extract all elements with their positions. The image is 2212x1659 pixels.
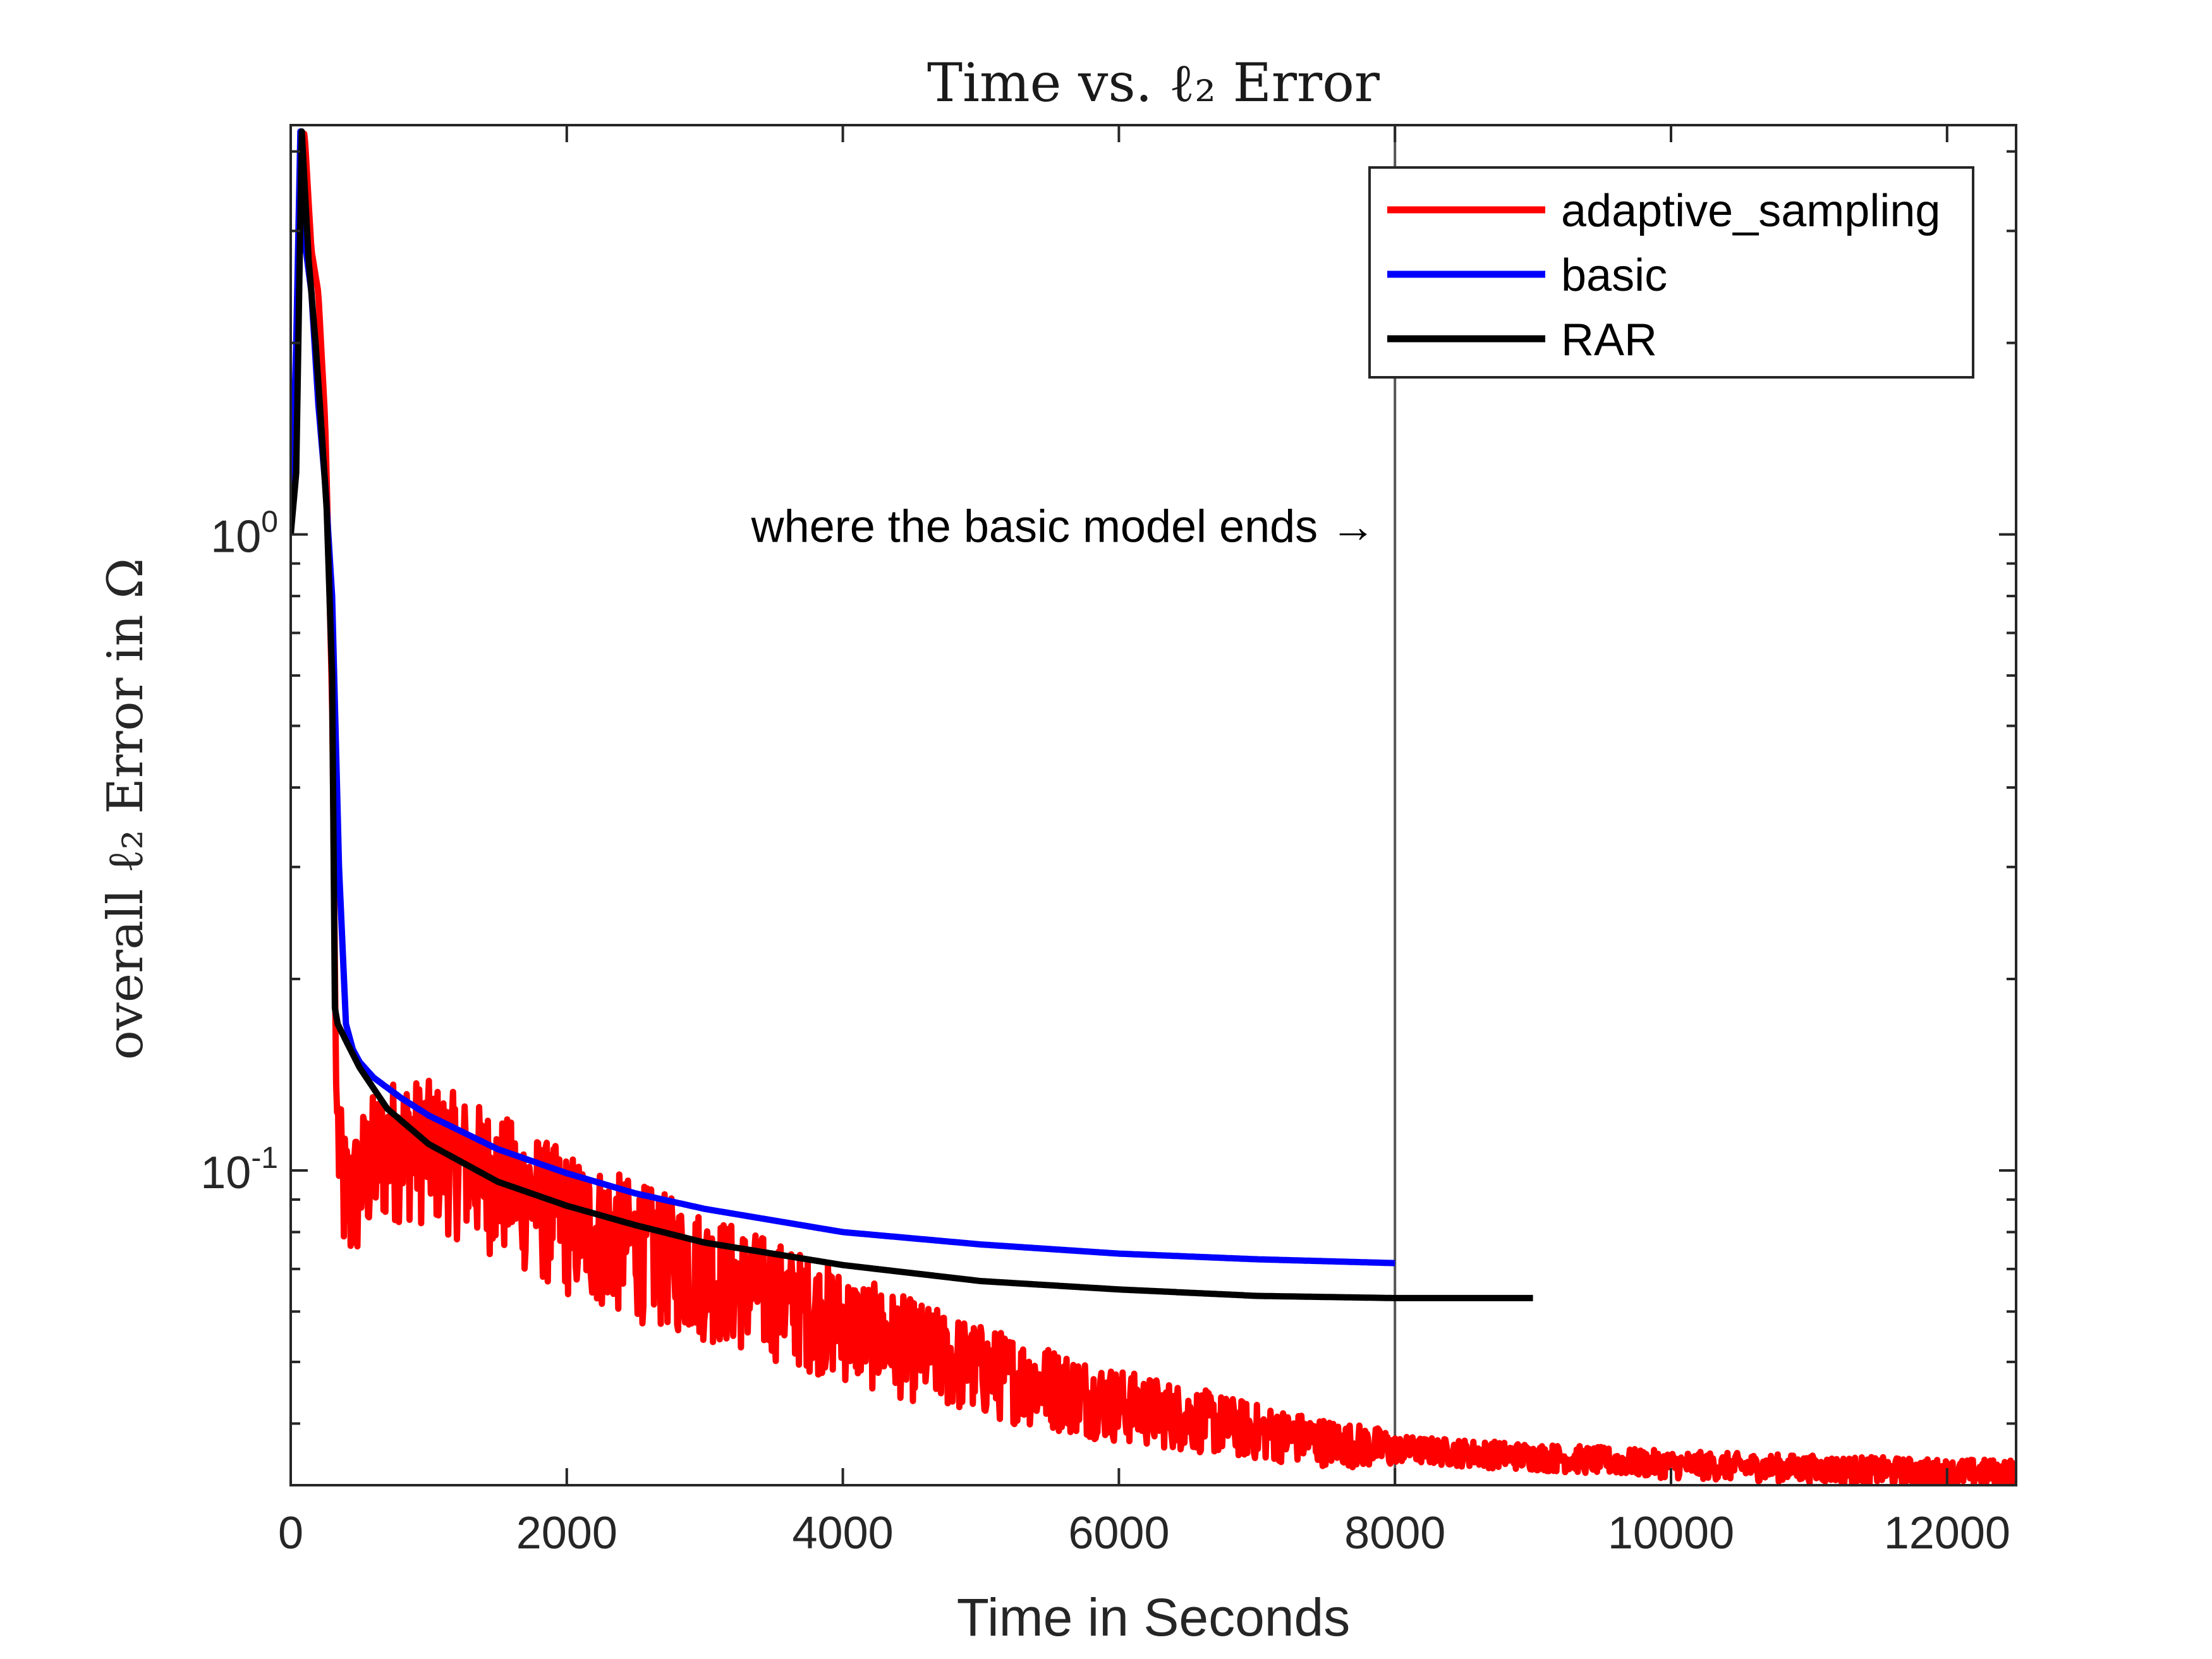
y-tick-labels: 100 10-1	[200, 506, 278, 1198]
chart-title: Time vs. ℓ₂ Error	[927, 52, 1380, 114]
y-tick-label: 10-1	[200, 1141, 278, 1198]
x-tick-labels: 0 2000 4000 6000 8000 10000 12000	[278, 1508, 2010, 1559]
x-tick-label: 4000	[793, 1508, 894, 1559]
legend-label-RAR: RAR	[1561, 315, 1657, 365]
x-tick-label: 8000	[1344, 1508, 1445, 1559]
x-tick-label: 10000	[1608, 1508, 1734, 1559]
legend-label-basic: basic	[1561, 250, 1667, 301]
series-line-RAR	[291, 128, 1535, 1301]
ticks-layer	[289, 125, 2016, 1485]
basic-end-annotation: where the basic model ends →	[751, 502, 1376, 552]
x-tick-label: 2000	[516, 1508, 617, 1559]
x-tick-label: 12000	[1884, 1508, 2010, 1559]
y-axis-label: overall ℓ₂ Error in Ω	[97, 558, 154, 1060]
plot-frame	[289, 124, 2017, 1486]
series-layer	[291, 128, 2016, 1485]
x-axis-label: Time in Seconds	[957, 1588, 1351, 1647]
series-line-basic	[291, 128, 1397, 1267]
series-line-adaptive-sampling	[291, 130, 2016, 1485]
legend-label-adaptive-sampling: adaptive_sampling	[1561, 186, 1940, 236]
x-tick-label: 0	[278, 1508, 303, 1559]
x-tick-label: 6000	[1068, 1508, 1169, 1559]
y-tick-label: 100	[210, 506, 278, 562]
